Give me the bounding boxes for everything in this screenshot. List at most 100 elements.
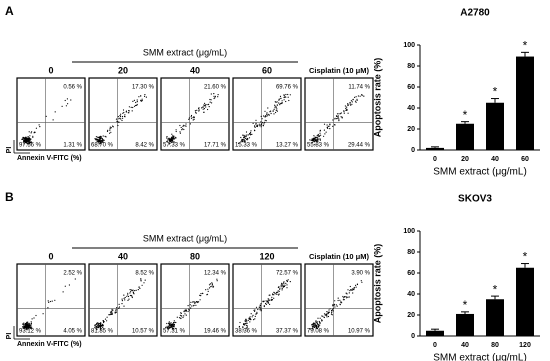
dot [124, 296, 126, 299]
dot [28, 142, 30, 144]
dot [29, 325, 31, 327]
dot [316, 321, 318, 323]
dot [348, 292, 350, 294]
dot [279, 102, 281, 105]
dot [97, 324, 99, 327]
dot [352, 98, 354, 100]
quadrant-value: 68.70 % [91, 143, 114, 149]
y-tick-label: 20 [407, 312, 415, 319]
dot [173, 138, 175, 140]
dot [97, 326, 99, 328]
dot [22, 323, 24, 325]
dot [343, 111, 345, 113]
plot-frame [16, 263, 86, 337]
quadrant-value: 15.33 % [235, 143, 258, 149]
dot [353, 286, 355, 289]
dot [283, 282, 285, 284]
dot [251, 133, 253, 135]
dot [353, 288, 355, 290]
dot [175, 129, 177, 131]
dot [27, 321, 29, 323]
dot [278, 290, 280, 292]
dot [54, 299, 56, 301]
dot [246, 322, 248, 324]
dot [180, 126, 182, 129]
dot [283, 283, 285, 285]
dot [192, 305, 195, 307]
significance: * [493, 282, 498, 296]
dot [264, 110, 266, 112]
x-tick-label: 20 [461, 156, 469, 163]
dot [136, 101, 138, 103]
dot [100, 140, 102, 142]
dot [342, 295, 344, 298]
dot [110, 311, 112, 313]
dot [250, 130, 252, 132]
dot [185, 310, 187, 313]
dot [337, 297, 339, 299]
chart-title: A2780 [460, 8, 490, 19]
dot [183, 310, 185, 312]
quadrant-value: 57.33 % [163, 143, 186, 149]
dot [260, 306, 262, 308]
dot [190, 117, 193, 119]
dot [97, 136, 99, 138]
dot [167, 328, 169, 330]
dot [246, 325, 248, 327]
x-axis-label: SMM extract (μg/mL) [433, 353, 527, 361]
chart-title: SKOV3 [458, 194, 492, 205]
dot [121, 303, 123, 305]
dot [30, 326, 32, 329]
dot [256, 311, 258, 313]
dot [23, 322, 25, 324]
dot [343, 112, 345, 114]
dot [211, 282, 213, 284]
dot [95, 136, 97, 138]
dot [357, 95, 359, 97]
dot [42, 313, 44, 315]
dot [175, 321, 177, 324]
dot [287, 93, 289, 96]
dot [268, 114, 270, 116]
dot [102, 326, 104, 328]
quadrant-value: 17.30 % [132, 85, 155, 91]
dot [326, 127, 328, 129]
dot [190, 116, 192, 118]
quadrant-value: 11.74 % [348, 85, 370, 91]
dot [342, 297, 345, 299]
x-tick-label: 40 [491, 156, 499, 163]
dot [204, 102, 206, 104]
dot [33, 317, 35, 319]
dot [23, 141, 25, 143]
dot [273, 108, 275, 110]
dot [180, 317, 182, 320]
error-bar [431, 146, 439, 148]
dot [185, 314, 187, 316]
dot [346, 108, 348, 110]
dot [286, 284, 288, 286]
dot [99, 327, 101, 329]
dot [317, 139, 319, 141]
dot [210, 93, 212, 95]
dot [189, 304, 191, 306]
dot [263, 123, 265, 125]
dot [173, 320, 175, 322]
dot [99, 136, 101, 138]
dot [137, 289, 139, 291]
dot [123, 305, 125, 307]
dot [336, 305, 338, 307]
dot [319, 130, 321, 132]
dot [100, 328, 102, 330]
dot [266, 301, 268, 303]
dot [339, 304, 341, 306]
dot [323, 123, 326, 125]
dot [275, 109, 277, 111]
dot [271, 299, 273, 301]
dot [258, 125, 260, 127]
dot [313, 322, 315, 324]
dot [24, 327, 26, 330]
dot [287, 279, 289, 281]
dot [183, 315, 185, 317]
dot [216, 280, 218, 282]
dot [345, 292, 347, 294]
